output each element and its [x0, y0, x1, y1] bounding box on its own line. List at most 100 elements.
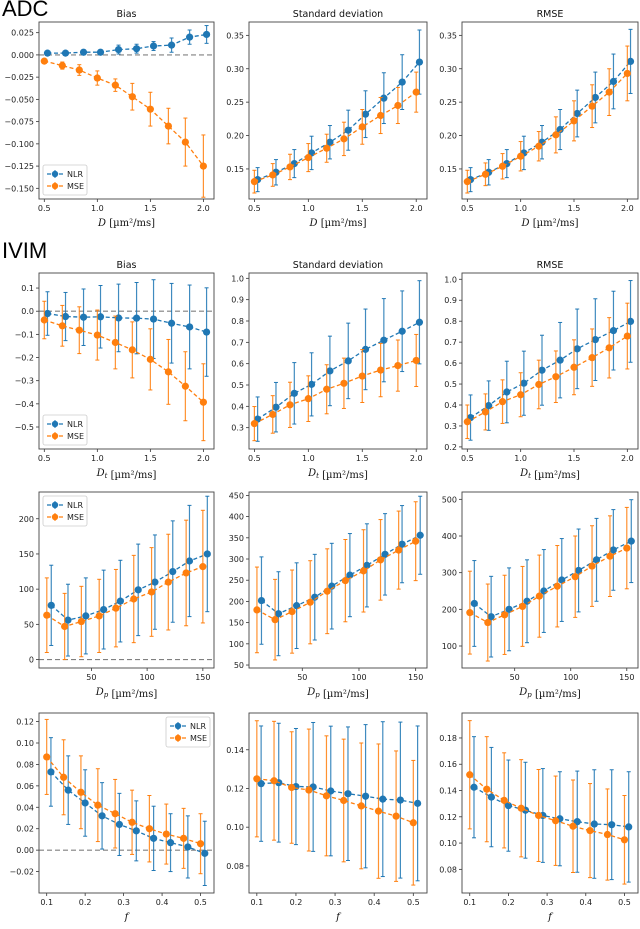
y-tick-label: −0.1 — [15, 330, 34, 339]
legend-item-nlr: NLR — [47, 501, 83, 510]
data-point — [77, 788, 85, 796]
data-point — [556, 125, 564, 134]
data-point — [288, 783, 296, 792]
data-point — [552, 373, 560, 381]
data-point — [588, 354, 596, 362]
y-tick-label: 0.10 — [439, 839, 457, 848]
legend-label: NLR — [67, 420, 83, 429]
data-point — [344, 790, 352, 798]
series-mse — [463, 302, 631, 440]
data-point — [305, 786, 313, 794]
legend-item-mse: MSE — [47, 182, 84, 191]
legend-marker — [51, 513, 59, 521]
data-point — [358, 372, 366, 380]
y-tick-label: 350 — [229, 534, 244, 543]
data-point — [132, 314, 141, 322]
x-tick-label: 0.5 — [461, 204, 474, 213]
legend-label: NLR — [67, 170, 83, 179]
data-point — [483, 785, 491, 793]
data-point — [43, 49, 52, 57]
series-nlr — [43, 25, 211, 57]
series-line — [467, 72, 628, 183]
data-point — [344, 126, 352, 134]
y-tick-label: −0.2 — [15, 354, 34, 363]
x-axis-label: f — [335, 912, 342, 923]
data-point — [166, 839, 175, 847]
y-tick-label: 0.08 — [226, 862, 244, 871]
data-point — [271, 616, 279, 624]
series-line — [46, 756, 201, 845]
data-point — [47, 601, 55, 609]
y-tick-label: 50 — [234, 661, 244, 670]
y-tick-label: 0.2 — [444, 443, 457, 452]
data-point — [61, 622, 69, 631]
series-line — [256, 540, 417, 621]
y-tick-label: 0.10 — [16, 739, 34, 748]
y-tick-label: 50 — [24, 620, 34, 629]
data-point — [96, 48, 105, 56]
data-point — [75, 326, 83, 334]
data-point — [93, 74, 101, 82]
data-point — [379, 795, 387, 803]
y-tick-label: 150 — [229, 619, 244, 628]
section-label-ivim: IVIM — [2, 238, 48, 263]
axes-frame — [38, 272, 215, 450]
y-tick-label: 0.5 — [231, 381, 244, 390]
x-axis-label: D [µm²/ms] — [97, 218, 155, 229]
x-tick-label: 0.3 — [541, 898, 554, 907]
y-tick-label: 0.08 — [16, 760, 34, 769]
data-point — [98, 812, 106, 820]
data-point — [116, 597, 124, 605]
y-tick-label: 0.14 — [439, 787, 457, 796]
x-tick-label: 50 — [297, 673, 307, 682]
series-mse — [43, 509, 207, 661]
series-mse — [466, 720, 629, 885]
data-point — [167, 319, 176, 327]
x-tick-label: 2.0 — [410, 204, 423, 213]
data-point — [149, 315, 158, 323]
legend: NLR MSE — [42, 164, 88, 196]
y-tick-label: 0.000 — [11, 51, 34, 60]
axes-frame — [461, 491, 639, 669]
y-tick-label: 0.25 — [439, 98, 457, 107]
data-point — [253, 775, 261, 783]
data-point — [466, 771, 474, 779]
data-point — [203, 550, 211, 558]
y-tick-label: 0.0 — [21, 307, 34, 316]
data-point — [534, 811, 543, 820]
data-point — [374, 807, 383, 815]
data-point — [398, 327, 406, 335]
legend-marker — [51, 170, 59, 178]
panel-title: Bias — [117, 9, 137, 20]
data-point — [304, 153, 312, 162]
legend-marker — [51, 182, 59, 190]
x-tick-label: 100 — [139, 673, 154, 682]
data-point — [340, 796, 348, 805]
legend-item-nlr: NLR — [47, 420, 83, 429]
series-line — [254, 359, 417, 425]
x-tick-label: 0.2 — [79, 898, 92, 907]
data-point — [605, 344, 613, 352]
data-point — [151, 578, 159, 586]
data-point — [202, 328, 211, 336]
series-line — [50, 553, 208, 621]
y-tick-label: 100 — [442, 642, 457, 651]
series-line — [44, 319, 204, 403]
data-point — [79, 48, 88, 56]
x-tick-label: 1.0 — [91, 454, 104, 463]
y-tick-label: −0.4 — [15, 400, 34, 409]
data-point — [79, 313, 88, 321]
y-tick-label: −0.3 — [15, 377, 34, 386]
data-point — [43, 309, 52, 318]
series-line — [46, 565, 204, 628]
x-tick-label: 0.2 — [502, 898, 515, 907]
data-point — [484, 618, 492, 627]
data-point — [569, 822, 577, 830]
series-mse — [253, 501, 420, 661]
y-tick-label: 300 — [442, 569, 457, 578]
x-tick-label: 150 — [619, 673, 634, 682]
y-tick-label: 1.0 — [444, 275, 457, 284]
data-point — [132, 45, 141, 53]
data-point — [412, 88, 420, 96]
data-point — [608, 821, 616, 829]
